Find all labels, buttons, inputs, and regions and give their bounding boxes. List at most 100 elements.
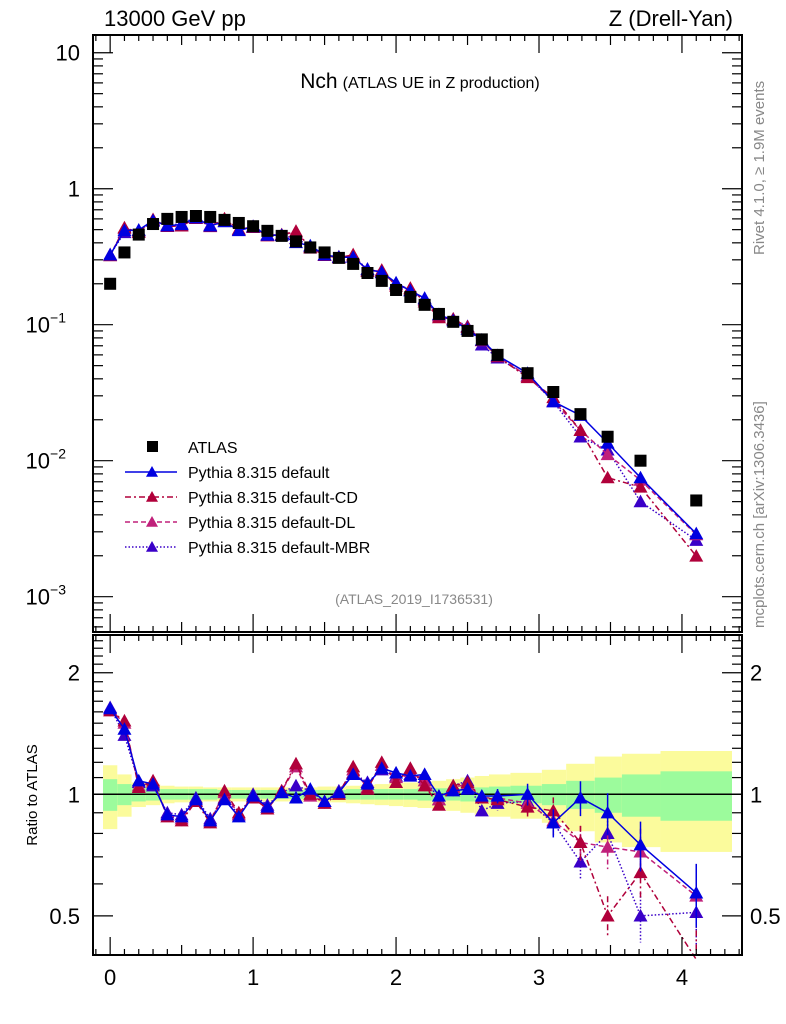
ratio-point xyxy=(460,775,475,789)
ratio-point xyxy=(217,783,232,797)
legend-label: ATLAS xyxy=(188,440,238,457)
ratio-point xyxy=(231,809,246,823)
series-pythia-8-315-default-cd xyxy=(103,211,704,562)
ratio-point xyxy=(160,807,175,821)
data-point xyxy=(118,246,131,259)
ratio-line xyxy=(109,708,697,894)
main-series xyxy=(103,210,704,562)
series-line xyxy=(109,216,697,535)
ratio-point xyxy=(403,768,418,782)
legend-marker xyxy=(146,541,158,552)
ratio-point xyxy=(389,765,404,779)
legend-label: Pythia 8.315 default xyxy=(188,465,330,482)
data-point xyxy=(103,247,118,261)
series-line xyxy=(109,217,697,536)
ratio-line xyxy=(109,709,697,897)
data-point xyxy=(404,290,417,303)
series-line xyxy=(109,217,697,557)
ratio-point xyxy=(188,792,203,806)
x-tick-label: 1 xyxy=(247,965,259,990)
ratio-point xyxy=(573,854,588,868)
ratio-point xyxy=(360,777,375,790)
data-point xyxy=(461,324,474,337)
ratio-point xyxy=(174,809,189,823)
ratio-y-tick-labels: 0.5 0.5 1 1 2 2 xyxy=(49,661,780,929)
legend-marker xyxy=(146,516,158,527)
ratio-point xyxy=(573,835,588,849)
ratio-point xyxy=(288,756,303,770)
main-frame xyxy=(92,34,743,633)
plot-title: Nch (ATLAS UE in Z production) xyxy=(300,70,539,93)
rivet-label: Rivet 4.1.0, ≥ 1.9M events xyxy=(751,81,768,255)
ratio-point xyxy=(417,767,432,781)
ratio-point xyxy=(460,782,475,795)
data-point xyxy=(189,210,202,223)
legend-label: Pythia 8.315 default-CD xyxy=(188,490,358,507)
ratio-line xyxy=(109,710,697,960)
x-tick-labels: 0 1 2 3 4 xyxy=(104,965,688,990)
ratio-ylabel: Ratio to ATLAS xyxy=(24,744,41,845)
ratio-point xyxy=(288,790,303,804)
data-point xyxy=(547,386,560,399)
ratio-point xyxy=(374,761,389,774)
data-point xyxy=(390,283,403,296)
ratio-panel: 0.5 0.5 1 1 2 2 0 1 2 3 4 Ratio to ATLAS xyxy=(24,634,781,990)
ratio-point xyxy=(389,775,404,789)
data-point xyxy=(347,257,360,270)
ratio-point xyxy=(274,785,289,799)
main-panel: 10 1 10−1 10−2 10−3 Nch (ATLAS UE in Z produc… xyxy=(26,34,743,633)
ratio-point xyxy=(131,780,146,794)
data-point xyxy=(204,210,217,223)
legend-marker xyxy=(146,466,158,477)
ratio-point xyxy=(600,908,615,922)
data-point xyxy=(231,223,246,237)
data-point xyxy=(475,333,488,346)
ratio-point xyxy=(689,885,704,899)
ratio-point xyxy=(546,815,561,829)
ratio-series xyxy=(103,700,704,960)
ratio-point xyxy=(260,800,275,813)
data-point xyxy=(174,217,189,231)
data-point xyxy=(447,315,460,328)
x-tick-label: 3 xyxy=(533,965,545,990)
y-tick-label: 1 xyxy=(68,177,80,202)
data-point xyxy=(361,267,374,280)
ratio-point xyxy=(520,800,535,813)
data-point xyxy=(218,213,231,226)
header-left: 13000 GeV pp xyxy=(104,6,246,31)
ratio-point xyxy=(246,789,261,802)
ratio-point xyxy=(417,778,432,792)
ratio-point xyxy=(131,773,146,787)
data-point xyxy=(289,235,302,248)
data-point xyxy=(288,224,303,237)
data-point xyxy=(634,454,647,467)
data-point xyxy=(104,277,117,290)
x-tick-label: 2 xyxy=(390,965,402,990)
data-point xyxy=(689,549,704,562)
ratio-point xyxy=(446,783,461,797)
data-point xyxy=(573,423,588,436)
ratio-point xyxy=(633,908,648,922)
ratio-point xyxy=(331,785,346,799)
legend: ATLAS Pythia 8.315 default Pythia 8.315 de… xyxy=(125,440,370,557)
data-point xyxy=(332,251,345,264)
data-point xyxy=(232,216,245,229)
data-point xyxy=(633,480,648,493)
data-point xyxy=(175,210,188,223)
main-y-tick-labels: 10 1 10−1 10−2 10−3 xyxy=(26,41,80,610)
data-point xyxy=(601,430,614,443)
data-point xyxy=(161,212,174,225)
ratio-point xyxy=(573,790,588,804)
data-point xyxy=(573,429,588,443)
data-point xyxy=(689,526,704,540)
ratio-point xyxy=(490,789,505,802)
ratio-y-tick-label-right: 2 xyxy=(750,661,762,686)
ratio-point xyxy=(431,789,446,802)
ratio-point xyxy=(431,798,446,811)
data-point xyxy=(633,470,648,484)
data-point xyxy=(633,494,648,508)
ratio-point xyxy=(103,701,118,715)
legend-label: Pythia 8.315 default-MBR xyxy=(188,540,370,557)
data-point xyxy=(600,470,615,484)
